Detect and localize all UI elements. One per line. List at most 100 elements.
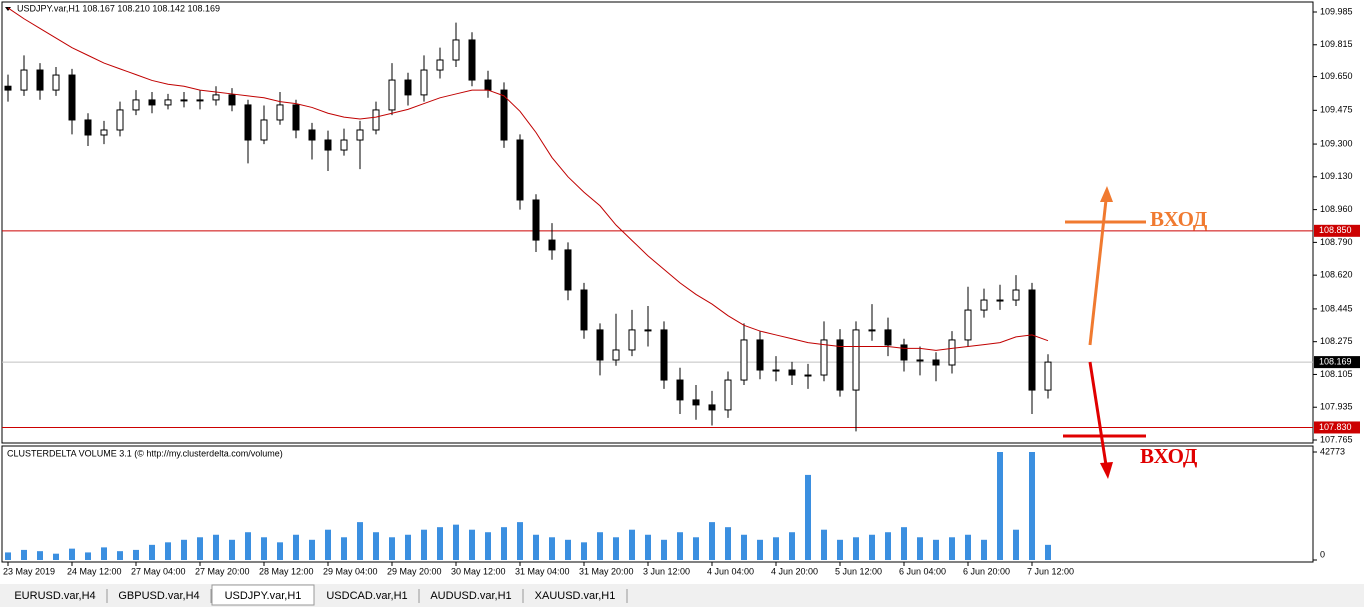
- candle-body: [548, 239, 556, 251]
- y-tick-label: 107.935: [1320, 402, 1353, 412]
- tab[interactable]: GBPUSD.var,H4: [108, 587, 212, 604]
- candle-body: [84, 119, 92, 136]
- volume-bar: [389, 537, 395, 560]
- volume-bar: [341, 537, 347, 560]
- candle-body: [388, 79, 396, 111]
- candle-body: [596, 329, 604, 361]
- volume-bar: [917, 537, 923, 560]
- x-tick-label: 29 May 04:00: [323, 566, 378, 576]
- x-tick-label: 31 May 04:00: [515, 566, 570, 576]
- volume-bar: [981, 539, 987, 560]
- level-label: 107.830: [1319, 422, 1352, 432]
- level-label: 108.850: [1319, 225, 1352, 235]
- volume-bar: [181, 539, 187, 560]
- x-tick-label: 5 Jun 12:00: [835, 566, 882, 576]
- volume-bar: [405, 534, 411, 560]
- volume-bar: [117, 551, 123, 560]
- candle-body: [68, 74, 76, 121]
- volume-panel: [1, 445, 1314, 563]
- volume-bar: [453, 524, 459, 560]
- tab[interactable]: USDJPY.var,H1: [211, 584, 315, 606]
- y-tick-label: 109.300: [1320, 138, 1353, 148]
- candle-body: [116, 109, 124, 131]
- plot-area: 109.985 109.815 109.650 109.475 109.300 109.1…: [2, 6, 1360, 576]
- x-tick-label: 29 May 20:00: [387, 566, 442, 576]
- tab-background: [420, 587, 522, 604]
- candle-body: [564, 249, 572, 291]
- tab-background: [4, 587, 106, 604]
- moving-average: [7, 7, 1049, 351]
- x-tick-label: 6 Jun 04:00: [899, 566, 946, 576]
- volume-bar: [933, 539, 939, 560]
- candle-body: [804, 374, 812, 377]
- x-tick-label: 24 May 12:00: [67, 566, 122, 576]
- candle-body: [244, 104, 252, 141]
- y-tick-label: 109.815: [1320, 39, 1353, 49]
- tab-label: XAUUSD.var,H1: [535, 590, 616, 602]
- x-tick-label: 4 Jun 04:00: [707, 566, 754, 576]
- candle-body: [628, 329, 636, 351]
- volume-bar: [757, 539, 763, 560]
- volume-bar: [885, 532, 891, 560]
- volume-bar: [469, 529, 475, 560]
- candle-body: [484, 79, 492, 91]
- volume-bar: [229, 539, 235, 560]
- candle-body: [692, 399, 700, 406]
- tab-background: [316, 587, 418, 604]
- volume-bar: [805, 474, 811, 560]
- candle-body: [516, 139, 524, 201]
- candle-body: [996, 299, 1004, 302]
- tab-background: [108, 587, 210, 604]
- tab[interactable]: AUDUSD.var,H1: [420, 587, 524, 604]
- volume-bar: [69, 548, 75, 560]
- tab[interactable]: EURUSD.var,H4: [4, 587, 108, 604]
- candle-body: [468, 39, 476, 81]
- candle-body: [20, 69, 28, 91]
- candle-body: [932, 359, 940, 366]
- price-box: [1314, 356, 1360, 369]
- candle-body: [948, 339, 956, 366]
- volume-bar: [997, 452, 1003, 560]
- volume-bar: [21, 549, 27, 560]
- volume-tick-label: 0: [1320, 549, 1325, 559]
- tab[interactable]: USDCAD.var,H1: [316, 587, 420, 604]
- y-tick-label: 107.765: [1320, 434, 1353, 444]
- arrow-up: [1088, 199, 1108, 346]
- candle-body: [820, 339, 828, 376]
- volume-bar: [661, 539, 667, 560]
- candle-body: [228, 94, 236, 106]
- candle-body: [324, 139, 332, 151]
- candle-body: [644, 329, 652, 332]
- volume-bar: [1013, 529, 1019, 560]
- candle-body: [4, 85, 12, 91]
- candle-body: [452, 39, 460, 61]
- volume-bar: [949, 537, 955, 560]
- tab-label: AUDUSD.var,H1: [430, 590, 511, 602]
- arrow-head: [1100, 186, 1113, 202]
- arrow-down: [1088, 361, 1108, 466]
- tab-background: [524, 587, 626, 604]
- volume-bar: [1029, 452, 1035, 560]
- candle-body: [900, 344, 908, 361]
- tab[interactable]: XAUUSD.var,H1: [524, 587, 628, 604]
- menu-triangle: [5, 7, 11, 11]
- arrow-head: [1100, 462, 1113, 479]
- x-tick-label: 6 Jun 20:00: [963, 566, 1010, 576]
- volume-bar: [37, 551, 43, 560]
- volume-bar: [549, 537, 555, 560]
- volume-bar: [645, 534, 651, 560]
- candle-body: [1044, 361, 1052, 391]
- volume-bar: [613, 537, 619, 560]
- candle-body: [612, 349, 620, 361]
- annotation: ВХОД: [1140, 444, 1198, 468]
- candle-body: [180, 99, 188, 102]
- y-tick-label: 109.650: [1320, 71, 1353, 81]
- volume-bar: [421, 529, 427, 560]
- volume-bar: [741, 534, 747, 560]
- volume-bar: [261, 537, 267, 560]
- candle-body: [772, 369, 780, 372]
- x-tick-label: 27 May 20:00: [195, 566, 250, 576]
- y-tick-label: 108.620: [1320, 270, 1353, 280]
- candle-body: [884, 329, 892, 346]
- y-tick-label: 108.960: [1320, 204, 1353, 214]
